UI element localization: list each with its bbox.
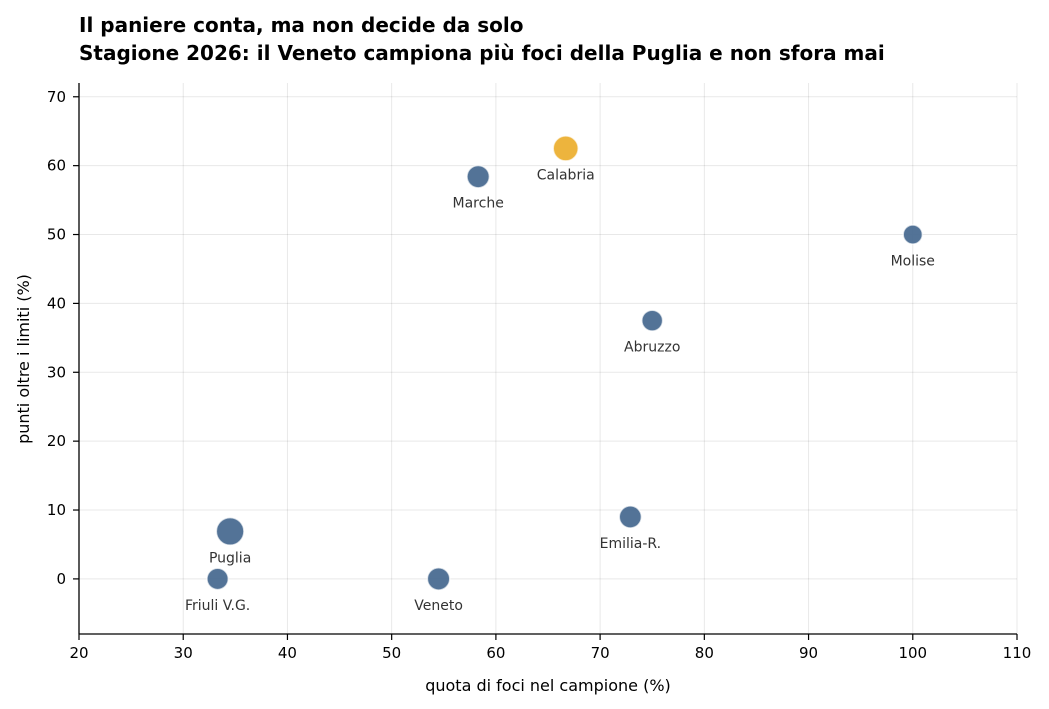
tick-labels: 20 30 40 50 60 70 80 90 100 110 0 10 20 30 40 50 60 70 (47, 88, 1031, 662)
scatter-point-molise (902, 224, 924, 245)
x-tick-label: 20 (69, 644, 88, 662)
scatter-point-friuli-v-g (206, 567, 230, 591)
data-points (206, 135, 924, 591)
y-tick-label: 50 (47, 226, 66, 244)
y-tick-label: 40 (47, 294, 66, 312)
point-label: Molise (891, 254, 935, 270)
scatter-point-puglia (215, 516, 245, 546)
scatter-point-emilia-r (618, 505, 643, 529)
y-tick-label: 20 (47, 432, 66, 450)
y-tick-label: 0 (56, 570, 66, 588)
x-tick-label: 90 (799, 644, 818, 662)
point-label: Puglia (209, 550, 251, 566)
x-tick-label: 60 (486, 644, 505, 662)
point-label: Abruzzo (624, 340, 680, 356)
x-tick-label: 100 (898, 644, 927, 662)
x-tick-label: 40 (278, 644, 297, 662)
y-tick-label: 10 (47, 501, 66, 519)
y-axis-label: punti oltre i limiti (%) (14, 274, 33, 444)
y-tick-label: 60 (47, 157, 66, 175)
scatter-point-calabria (552, 135, 579, 162)
point-label: Calabria (537, 167, 595, 183)
scatter-point-veneto (426, 566, 451, 591)
x-tick-label: 50 (382, 644, 401, 662)
point-label: Marche (453, 196, 504, 212)
x-tick-label: 110 (1003, 644, 1032, 662)
point-label: Friuli V.G. (185, 598, 250, 614)
x-tick-label: 70 (591, 644, 610, 662)
scatter-point-marche (466, 164, 491, 189)
point-labels: Calabria Marche Molise Abruzzo Emilia-R. Pugl… (185, 167, 935, 613)
y-tick-label: 70 (47, 88, 66, 106)
y-tick-label: 30 (47, 363, 66, 381)
point-label: Veneto (414, 598, 463, 614)
chart-title: Il paniere conta, ma non decide da solo (79, 13, 524, 37)
x-axis-label: quota di foci nel campione (%) (425, 676, 671, 695)
axes (73, 83, 1018, 640)
grid-lines (78, 83, 1018, 634)
scatter-point-abruzzo (641, 309, 664, 332)
x-tick-label: 30 (174, 644, 193, 662)
chart-subtitle: Stagione 2026: il Veneto campiona più fo… (79, 41, 885, 65)
point-label: Emilia-R. (600, 536, 661, 552)
x-tick-label: 80 (695, 644, 714, 662)
